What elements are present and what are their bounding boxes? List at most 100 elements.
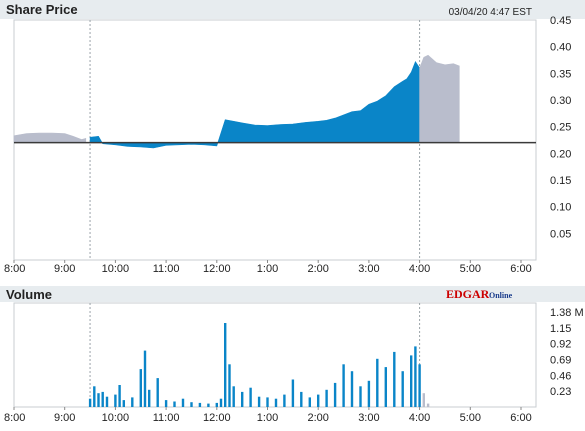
volume-x-tick-1: 9:00 bbox=[54, 412, 75, 424]
volume-bar bbox=[384, 367, 387, 407]
volume-y-axis: 1.38 M 1.15 0.92 0.69 0.46 0.23 bbox=[550, 307, 584, 398]
price-y-tick-3: 0.30 bbox=[550, 95, 571, 107]
volume-x-tick-10: 6:00 bbox=[510, 412, 531, 424]
volume-x-tick-0: 8:00 bbox=[4, 412, 25, 424]
volume-bar bbox=[410, 355, 413, 407]
volume-x-tick-8: 4:00 bbox=[409, 412, 430, 424]
volume-bar bbox=[393, 351, 396, 407]
logo-edgar: EDGAR bbox=[446, 287, 490, 301]
price-y-tick-2: 0.35 bbox=[550, 68, 571, 80]
volume-bar bbox=[215, 402, 218, 407]
price-x-tick-9: 5:00 bbox=[460, 263, 481, 275]
volume-y-tick-4: 0.46 bbox=[550, 370, 571, 382]
price-timestamp: 03/04/20 4:47 EST bbox=[449, 7, 532, 18]
volume-bar bbox=[376, 358, 379, 407]
price-x-tick-6: 2:00 bbox=[307, 263, 328, 275]
volume-bar bbox=[224, 323, 227, 407]
price-area-pre-market bbox=[13, 132, 87, 143]
price-y-tick-1: 0.40 bbox=[550, 42, 571, 54]
volume-y-tick-5: 0.23 bbox=[550, 386, 571, 398]
volume-bar bbox=[291, 379, 295, 407]
volume-bar bbox=[257, 396, 261, 407]
volume-x-axis: 8:00 9:00 10:00 11:00 12:00 1:00 2:00 3:00 4:00 5… bbox=[4, 407, 532, 424]
volume-bar bbox=[219, 398, 223, 407]
volume-bar bbox=[139, 369, 142, 407]
volume-y-tick-2: 0.92 bbox=[550, 339, 571, 351]
volume-bar bbox=[173, 401, 176, 407]
volume-bar bbox=[418, 364, 421, 407]
volume-bar bbox=[426, 403, 430, 407]
price-x-tick-0: 8:00 bbox=[4, 263, 25, 275]
volume-bar bbox=[181, 398, 185, 407]
price-panel-title: Share Price bbox=[6, 2, 78, 17]
price-x-tick-7: 3:00 bbox=[358, 263, 379, 275]
volume-y-tick-0: 1.38 M bbox=[550, 307, 584, 319]
price-x-tick-1: 9:00 bbox=[54, 263, 75, 275]
volume-panel-title: Volume bbox=[6, 287, 52, 302]
volume-bar bbox=[266, 397, 269, 407]
volume-bar bbox=[367, 380, 371, 407]
price-y-tick-0: 0.45 bbox=[550, 15, 571, 27]
volume-bar bbox=[401, 371, 404, 407]
price-area-after-hours bbox=[419, 54, 460, 143]
volume-session-markers bbox=[89, 303, 421, 407]
volume-bar bbox=[156, 378, 159, 407]
volume-bar bbox=[114, 394, 117, 407]
volume-bar bbox=[118, 385, 121, 407]
volume-bar bbox=[359, 386, 362, 407]
volume-bar bbox=[350, 371, 354, 407]
volume-x-tick-5: 1:00 bbox=[257, 412, 278, 424]
price-x-tick-4: 12:00 bbox=[203, 263, 231, 275]
volume-plot-area bbox=[13, 302, 537, 408]
volume-x-tick-9: 5:00 bbox=[460, 412, 481, 424]
volume-bar bbox=[105, 396, 109, 407]
price-y-tick-6: 0.15 bbox=[550, 175, 571, 187]
volume-bar bbox=[414, 346, 417, 407]
volume-panel-header bbox=[0, 286, 585, 302]
price-x-tick-3: 11:00 bbox=[153, 263, 180, 275]
volume-bar bbox=[325, 389, 328, 407]
volume-bar bbox=[122, 400, 125, 407]
volume-bar bbox=[308, 397, 311, 407]
volume-x-tick-2: 10:00 bbox=[102, 412, 130, 424]
volume-bar bbox=[97, 393, 100, 407]
volume-y-tick-1: 1.15 bbox=[550, 323, 571, 335]
price-area-regular bbox=[89, 60, 420, 149]
price-x-axis: 8:00 9:00 10:00 11:00 12:00 1:00 2:00 3:00 4:00 5… bbox=[4, 260, 532, 275]
volume-bars bbox=[88, 323, 430, 407]
volume-bar bbox=[342, 364, 345, 407]
volume-x-tick-3: 11:00 bbox=[153, 412, 180, 424]
volume-bar bbox=[93, 386, 96, 407]
volume-bar bbox=[283, 394, 286, 407]
volume-bar bbox=[143, 350, 147, 407]
volume-bar bbox=[198, 402, 202, 407]
logo-online: Online bbox=[489, 291, 513, 300]
volume-bar bbox=[101, 391, 104, 407]
volume-bar bbox=[422, 393, 425, 407]
volume-bar bbox=[249, 387, 252, 407]
volume-bar bbox=[317, 394, 320, 407]
price-x-tick-10: 6:00 bbox=[510, 263, 531, 275]
volume-x-tick-4: 12:00 bbox=[203, 412, 231, 424]
volume-bar bbox=[333, 382, 337, 407]
price-y-axis: 0.45 0.40 0.35 0.30 0.25 0.20 0.15 0.10 0.05 bbox=[550, 15, 571, 240]
volume-y-tick-3: 0.69 bbox=[550, 355, 571, 367]
volume-bar bbox=[88, 398, 92, 407]
price-y-tick-8: 0.05 bbox=[550, 228, 571, 240]
volume-bar bbox=[232, 386, 235, 407]
price-x-tick-8: 4:00 bbox=[409, 263, 430, 275]
volume-x-tick-7: 3:00 bbox=[358, 412, 379, 424]
price-x-tick-2: 10:00 bbox=[102, 263, 130, 275]
volume-bar bbox=[207, 403, 210, 407]
volume-bar bbox=[241, 391, 244, 407]
edgar-online-logo: EDGAR Online bbox=[446, 287, 513, 301]
volume-bar bbox=[190, 402, 193, 407]
volume-bar bbox=[274, 398, 278, 407]
volume-bar bbox=[228, 364, 231, 407]
volume-bar bbox=[148, 389, 151, 407]
price-series bbox=[13, 54, 460, 149]
volume-bar bbox=[164, 400, 168, 407]
volume-bar bbox=[300, 391, 303, 407]
